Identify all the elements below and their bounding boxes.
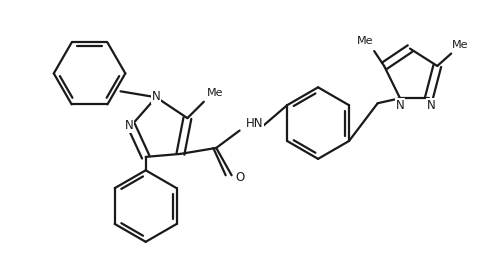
Text: HN: HN (245, 116, 263, 130)
Text: N: N (151, 90, 160, 103)
Text: Me: Me (356, 36, 373, 46)
Text: Me: Me (206, 88, 222, 98)
Text: N: N (124, 119, 133, 132)
Text: Me: Me (451, 40, 467, 50)
Text: N: N (395, 99, 404, 112)
Text: O: O (234, 171, 243, 184)
Text: N: N (426, 99, 435, 112)
